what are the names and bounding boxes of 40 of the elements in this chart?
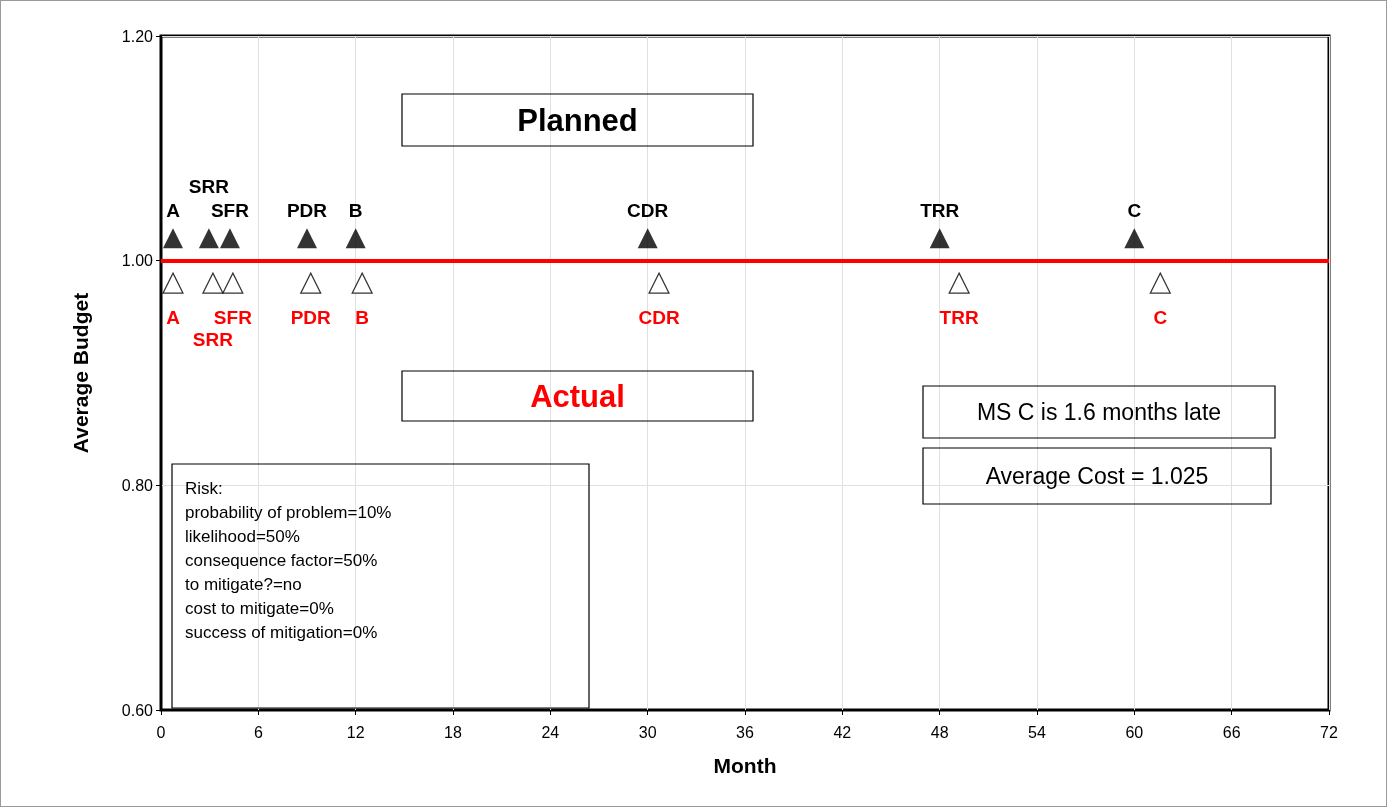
x-tick-label: 12 (346, 723, 365, 741)
x-tick-label: 66 (1222, 723, 1241, 741)
y-tick-label: 0.80 (121, 476, 154, 494)
x-tick-label: 24 (541, 723, 560, 741)
x-tick-label: 0 (156, 723, 166, 741)
y-tick-label: 0.60 (121, 701, 154, 719)
annotation: Planned (517, 102, 638, 138)
x-tick-label: 36 (736, 723, 754, 741)
x-axis-title: Month (713, 754, 777, 777)
annotation: Risk: probability of problem=10% likelihood=50% consequence factor=50% to mitigate?=no cost to mitigate=0% success of mitigation=0% (185, 478, 392, 642)
x-tick-label: 60 (1125, 723, 1144, 741)
x-tick-label: 72 (1320, 723, 1338, 741)
y-axis-title: Average Budget (69, 292, 92, 454)
x-tick-label: 18 (444, 723, 462, 741)
annotation: B (355, 306, 370, 328)
x-tick-label: 48 (930, 723, 949, 741)
annotation: Average Cost = 1.025 (985, 463, 1209, 489)
y-tick-label: 1.00 (121, 252, 154, 270)
annotation: SFR (210, 199, 250, 221)
annotation: B (348, 199, 363, 221)
annotation: A (166, 306, 181, 328)
x-tick-label: 30 (638, 723, 657, 741)
annotation: Actual (530, 378, 625, 414)
annotation: SFR (213, 306, 253, 328)
annotation: C (1127, 199, 1142, 221)
annotation: TRR (939, 306, 979, 328)
y-tick-label: 1.20 (121, 27, 154, 45)
annotation: CDR (638, 306, 680, 328)
annotation: CDR (627, 199, 669, 221)
x-tick-label: 42 (833, 723, 852, 741)
annotation: SRR (192, 328, 234, 350)
annotation: C (1153, 306, 1168, 328)
annotation: MS C is 1.6 months late (976, 399, 1222, 425)
x-tick-label: 54 (1028, 723, 1046, 741)
x-tick-label: 6 (253, 723, 263, 741)
annotation: PDR (286, 199, 328, 221)
annotation: PDR (290, 306, 332, 328)
annotation: A (166, 199, 181, 221)
annotation: SRR (188, 175, 230, 197)
annotation: TRR (920, 199, 960, 221)
